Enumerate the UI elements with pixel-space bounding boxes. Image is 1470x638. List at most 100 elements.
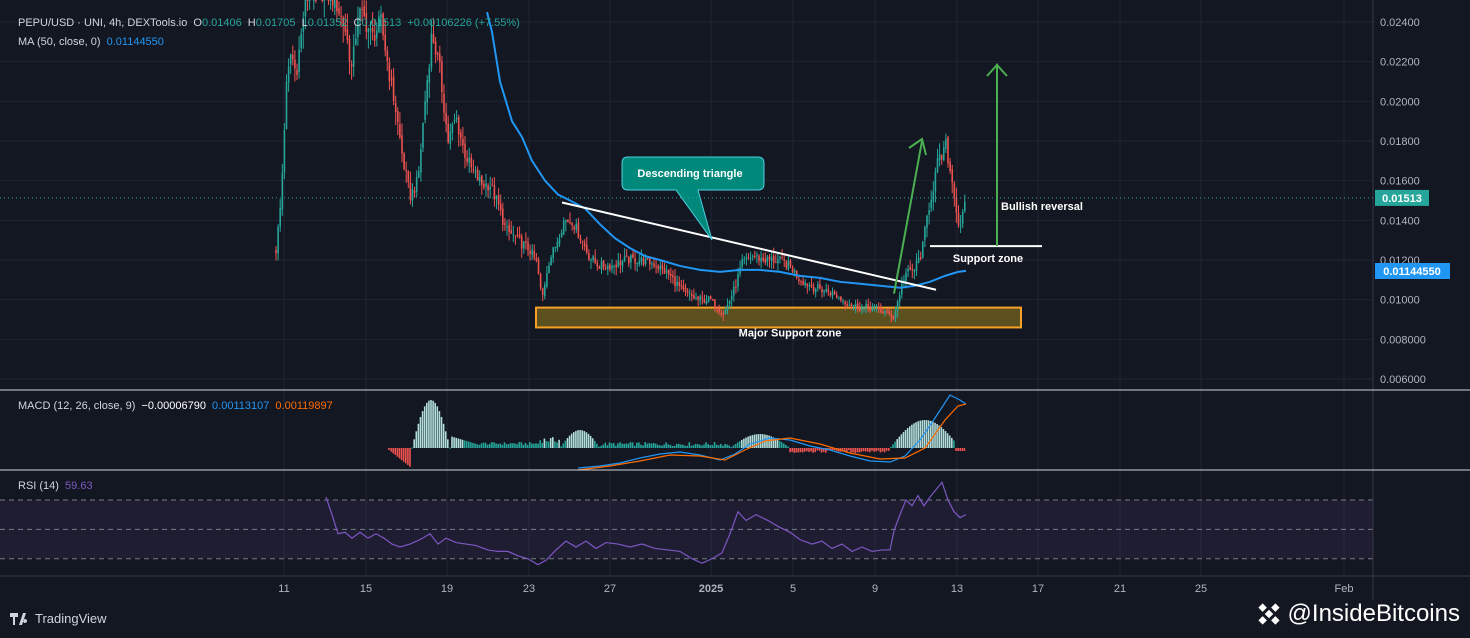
candle-body <box>659 265 662 271</box>
macd-hist-bar <box>768 435 770 448</box>
macd-hist-bar <box>722 445 724 448</box>
candle-body <box>497 195 500 205</box>
macd-hist-bar <box>394 448 397 456</box>
candle-body <box>640 257 643 262</box>
candle-body <box>602 260 605 268</box>
macd-hist-bar <box>577 430 579 448</box>
candle-body <box>529 251 531 254</box>
macd-hist-bar <box>575 430 577 448</box>
candle-body <box>289 54 292 65</box>
macd-hist-bar <box>925 420 928 448</box>
candle-body <box>915 261 918 271</box>
candle-body <box>695 297 697 299</box>
macd-hist-bar <box>675 443 678 448</box>
ma-header: MA (50, close, 0) 0.01144550 <box>18 36 167 48</box>
macd-hist-bar <box>398 448 401 459</box>
macd-hist-bar <box>476 444 478 448</box>
macd-hist-bar <box>728 445 730 448</box>
candle-body <box>649 258 651 265</box>
candle-body <box>961 211 964 224</box>
macd-hist-bar <box>617 443 619 448</box>
macd-hist-bar <box>562 443 565 448</box>
rsi-value: 59.63 <box>65 480 93 492</box>
x-tick-label: 27 <box>604 583 616 595</box>
candle-body <box>697 296 699 300</box>
candle-body <box>369 28 372 30</box>
candle-body <box>924 227 926 241</box>
candle-body <box>749 258 752 260</box>
macd-hist-bar <box>654 443 657 448</box>
macd-hist-bar <box>423 406 426 448</box>
candle-body <box>420 149 422 173</box>
candle-body <box>613 266 615 268</box>
macd-hist-bar <box>789 448 791 453</box>
candle-body <box>934 171 937 192</box>
candle-body <box>367 28 370 32</box>
candle-body <box>604 268 607 270</box>
candle-body <box>777 259 779 264</box>
candle-body <box>390 78 393 80</box>
candle-body <box>422 122 424 148</box>
candle-body <box>581 241 584 243</box>
candle-body <box>315 0 317 1</box>
candle-body <box>678 282 680 286</box>
macd-hist-bar <box>465 441 468 448</box>
major-support-zone <box>535 306 1022 329</box>
macd-hist-bar <box>470 442 472 448</box>
macd-hist-bar <box>894 441 896 448</box>
macd-hist-bar <box>753 434 756 448</box>
macd-hist-bar <box>459 439 462 448</box>
candle-body <box>623 256 626 262</box>
candle-body <box>821 289 823 293</box>
macd-hist-bar <box>879 448 882 453</box>
low-value: 0.01352 <box>307 17 348 29</box>
macd-hist-bar <box>659 445 661 448</box>
candle-body <box>869 307 872 311</box>
candle-body <box>630 255 632 263</box>
candle-body <box>743 259 746 261</box>
candle-body <box>691 293 693 297</box>
candle-body <box>733 286 735 296</box>
macd-hist-bar <box>444 431 447 448</box>
candle-body <box>896 301 899 312</box>
candle-body <box>424 101 426 120</box>
macd-hist-bar <box>900 434 903 448</box>
y-tick-label: 0.01000 <box>1380 295 1420 307</box>
candle-body <box>789 260 792 266</box>
candle-body <box>957 212 960 226</box>
callout-box <box>621 156 765 241</box>
candles <box>275 0 966 323</box>
candle-body <box>833 292 836 294</box>
tradingview-logo[interactable]: TradingView <box>10 611 107 626</box>
candle-body <box>680 285 683 287</box>
macd-hist-bar <box>543 438 546 448</box>
candle-body <box>882 311 884 313</box>
macd-hist-bar <box>791 448 793 452</box>
candle-body <box>808 285 811 287</box>
candle-body <box>814 289 817 293</box>
macd-hist-bar <box>690 445 693 448</box>
candle-body <box>579 237 582 241</box>
macd-hist-bar <box>604 442 607 448</box>
candle-body <box>762 257 764 261</box>
macd-hist-bar <box>581 430 583 448</box>
candle-body <box>909 267 911 270</box>
price-axis-bg <box>1373 0 1470 638</box>
candle-body <box>917 257 920 263</box>
macd-hist-bar <box>846 448 848 453</box>
macd-hist-bar <box>896 439 898 448</box>
candle-body <box>945 138 947 149</box>
candle-body <box>514 235 517 237</box>
macd-hist-bar <box>535 443 537 448</box>
candle-body <box>653 263 655 267</box>
candle-body <box>397 111 399 123</box>
macd-hist-bar <box>785 445 787 448</box>
candle-body <box>665 270 668 273</box>
macd-hist-bar <box>451 436 453 448</box>
macd-hist-bar <box>671 445 674 448</box>
candle-body <box>586 245 588 253</box>
candle-body <box>544 284 546 297</box>
candle-body <box>791 266 794 273</box>
macd-hist-bar <box>848 448 850 451</box>
